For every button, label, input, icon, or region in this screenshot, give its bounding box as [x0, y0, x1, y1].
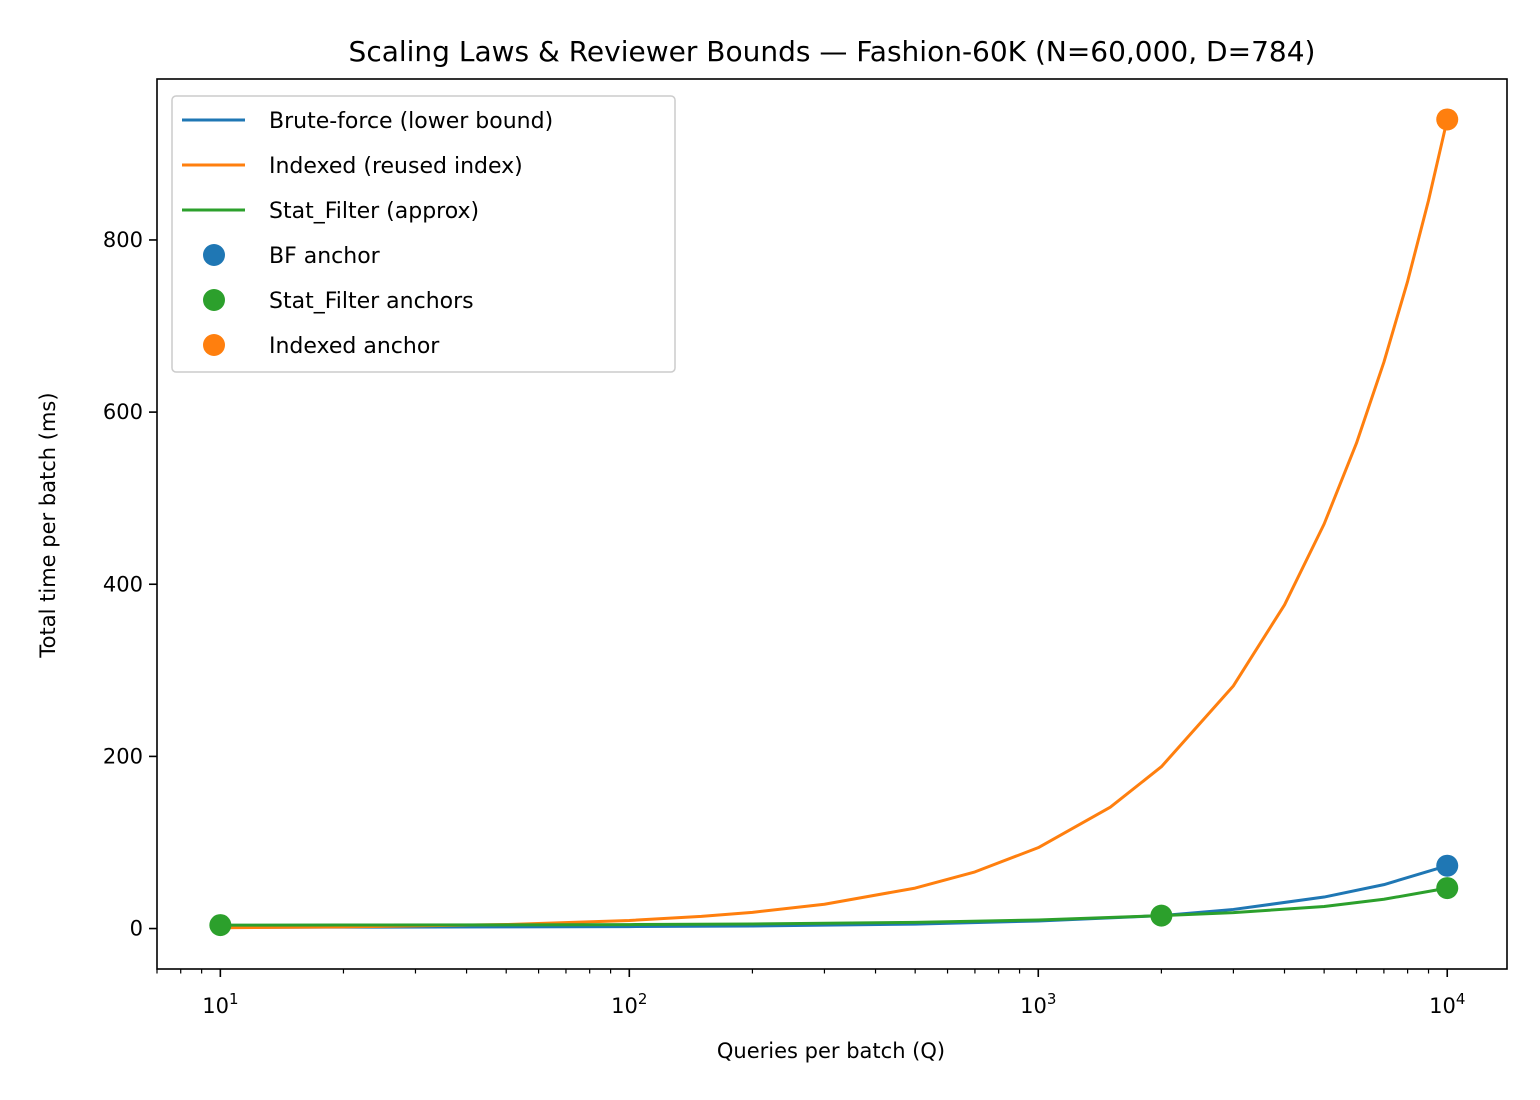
legend-swatch-3 [203, 244, 225, 266]
scatter-point-1-0 [209, 914, 232, 937]
legend-label-5: Indexed anchor [269, 334, 440, 359]
plot-frame [156, 78, 1508, 970]
y-tick-label-1: 200 [103, 744, 143, 768]
y-tick-label-4: 800 [103, 228, 143, 252]
y-tick-label-0: 0 [130, 917, 143, 941]
legend-label-4: Stat_Filter anchors [269, 289, 474, 314]
legend-label-3: BF anchor [269, 244, 381, 269]
legend: Brute-force (lower bound) Indexed (reused… [171, 95, 676, 373]
y-tick-label-3: 600 [103, 400, 143, 424]
scatter-point-1-2 [1436, 877, 1459, 900]
axes: 0 200 400 600 800 101 102 103 104 [103, 228, 1465, 1018]
x-axis-label: Queries per batch (Q) [717, 1039, 945, 1063]
y-tick-label-2: 400 [103, 572, 143, 596]
chart-title: Scaling Laws & Reviewer Bounds — Fashion… [349, 35, 1316, 68]
legend-label-1: Indexed (reused index) [269, 154, 523, 179]
legend-box [171, 95, 676, 373]
x-tick-label-2: 103 [1020, 990, 1056, 1018]
legend-swatch-5 [203, 334, 225, 356]
scatter-point-0-0 [1436, 854, 1459, 877]
legend-label-2: Stat_Filter (approx) [269, 199, 479, 224]
y-axis-label: Total time per batch (ms) [36, 392, 60, 658]
scatter-point-1-1 [1150, 904, 1173, 927]
legend-label-0: Brute-force (lower bound) [269, 109, 553, 134]
series-line-1 [218, 117, 1449, 930]
x-tick-label-1: 102 [611, 990, 647, 1018]
x-tick-label-3: 104 [1429, 990, 1465, 1018]
legend-swatch-4 [203, 289, 225, 311]
plot-area [209, 108, 1459, 937]
series-line-2 [218, 886, 1449, 927]
series-line-0 [218, 864, 1449, 929]
scatter-point-2-0 [1436, 108, 1459, 131]
x-tick-label-0: 101 [202, 990, 238, 1018]
